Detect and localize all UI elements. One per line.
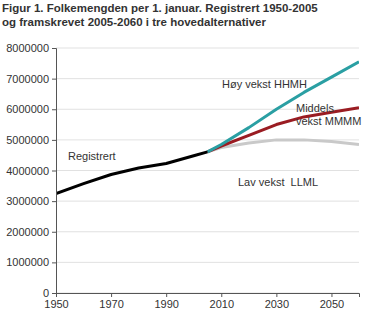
grid [56, 48, 359, 293]
y-axis: 0100000020000003000000400000050000006000… [6, 42, 56, 299]
tick: 4000000 [6, 165, 56, 177]
tick: 2000000 [6, 226, 56, 238]
tick: 2010 [210, 293, 234, 310]
grid-line [56, 170, 359, 171]
series-line [208, 62, 360, 152]
grid-line [56, 78, 359, 79]
tick: 1000000 [6, 256, 56, 268]
title-line: Figur 1. Folkemengden per 1. januar. Reg… [2, 2, 318, 14]
tick: 3000000 [6, 195, 56, 207]
tick-label: 2010 [210, 298, 234, 310]
tick-label: 6000000 [6, 103, 49, 115]
axis-line [52, 49, 57, 294]
tick: 2050 [320, 293, 344, 310]
tick-mark [111, 293, 112, 297]
tick-mark [52, 232, 56, 233]
tick-mark [52, 48, 56, 49]
tick: 7000000 [6, 73, 56, 85]
tick-mark [52, 140, 56, 141]
lines [56, 62, 359, 194]
series-label: Høy vekst HHMH [222, 78, 307, 90]
series-label: Registrert [68, 150, 116, 162]
chart: Figur 1. Folkemengden per 1. januar. Reg… [0, 0, 371, 323]
tick: 2030 [265, 293, 289, 310]
title-line: og framskrevet 2005-2060 i tre hovedalte… [2, 16, 267, 28]
tick-mark [276, 293, 277, 297]
tick-label: 4000000 [6, 165, 49, 177]
tick-label: 2050 [320, 298, 344, 310]
tick: 5000000 [6, 134, 56, 146]
series-label-line: Registrert [68, 150, 116, 162]
tick-label: 2030 [265, 298, 289, 310]
plot: 0100000020000003000000400000050000006000… [6, 42, 361, 310]
series-label-line: Høy vekst HHMH [222, 78, 307, 90]
axis-line [57, 294, 360, 298]
tick-mark [56, 293, 57, 297]
tick: 8000000 [6, 42, 56, 54]
tick-mark [52, 262, 56, 263]
tick-mark [52, 79, 56, 80]
tick-mark [331, 293, 332, 297]
tick-label: 5000000 [6, 134, 49, 146]
title: Figur 1. Folkemengden per 1. januar. Reg… [2, 2, 318, 28]
tick-label: 1970 [99, 298, 123, 310]
series-label-line: Lav vekst LLML [238, 176, 318, 188]
series-label-line: Middels [296, 102, 334, 114]
tick: 1990 [154, 293, 178, 310]
grid-line [56, 48, 359, 49]
tick-mark [52, 171, 56, 172]
tick-label: 1990 [154, 298, 178, 310]
tick-label: 8000000 [6, 42, 49, 54]
tick-mark [52, 201, 56, 202]
grid-line [56, 262, 359, 263]
tick-label: 7000000 [6, 73, 49, 85]
tick-label: 1000000 [6, 256, 49, 268]
series-label: Lav vekst LLML [238, 176, 318, 188]
series-label-line: vekst MMMM [296, 115, 361, 127]
tick: 1950 [44, 293, 68, 310]
grid-line [56, 201, 359, 202]
tick-label: 3000000 [6, 195, 49, 207]
grid-line [56, 231, 359, 232]
tick: 6000000 [6, 103, 56, 115]
tick: 1970 [99, 293, 123, 310]
x-axis: 1950 1970 1990 2010 2030 2050 [44, 293, 359, 310]
tick-label: 1950 [44, 298, 68, 310]
tick-mark [52, 109, 56, 110]
tick-mark [166, 293, 167, 297]
tick-mark [52, 293, 56, 294]
series-label: Middelsvekst MMMM [296, 102, 361, 127]
tick-label: 2000000 [6, 226, 49, 238]
tick-mark [221, 293, 222, 297]
